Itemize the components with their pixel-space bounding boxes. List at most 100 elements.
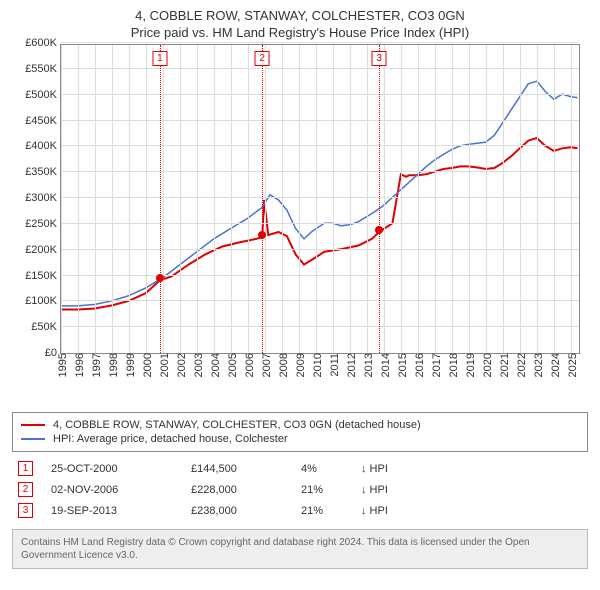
event-row: 1 25-OCT-2000£144,5004%↓ HPI xyxy=(12,458,588,479)
y-axis-label: £350K xyxy=(25,166,61,178)
event-row-badge: 3 xyxy=(18,503,33,518)
x-axis-label: 2008 xyxy=(274,353,290,377)
event-price: £228,000 xyxy=(191,484,301,496)
x-axis-label: 2016 xyxy=(410,353,426,377)
legend-row: HPI: Average price, detached house, Colc… xyxy=(21,432,579,446)
gridline-v xyxy=(248,45,249,353)
event-marker xyxy=(156,274,164,282)
gridline-v xyxy=(61,45,62,353)
x-axis-label: 1999 xyxy=(121,353,137,377)
x-axis-label: 2025 xyxy=(563,353,579,377)
gridline-h xyxy=(61,275,579,276)
event-pct: 21% xyxy=(301,484,361,496)
gridline-h xyxy=(61,94,579,95)
event-date: 25-OCT-2000 xyxy=(51,463,191,475)
gridline-v xyxy=(129,45,130,353)
chart-titles: 4, COBBLE ROW, STANWAY, COLCHESTER, CO3 … xyxy=(10,8,590,40)
gridline-v xyxy=(503,45,504,353)
gridline-v xyxy=(180,45,181,353)
gridline-h xyxy=(61,300,579,301)
x-axis-label: 2004 xyxy=(206,353,222,377)
gridline-h xyxy=(61,171,579,172)
y-axis-label: £550K xyxy=(25,63,61,75)
legend-row: 4, COBBLE ROW, STANWAY, COLCHESTER, CO3 … xyxy=(21,418,579,432)
legend: 4, COBBLE ROW, STANWAY, COLCHESTER, CO3 … xyxy=(12,412,588,452)
x-axis-label: 1998 xyxy=(104,353,120,377)
gridline-v xyxy=(282,45,283,353)
event-badge: 1 xyxy=(152,51,167,66)
x-axis-label: 2020 xyxy=(478,353,494,377)
legend-swatch xyxy=(21,438,45,440)
gridline-v xyxy=(384,45,385,353)
gridline-h xyxy=(61,223,579,224)
x-axis-label: 2022 xyxy=(512,353,528,377)
event-price: £238,000 xyxy=(191,505,301,517)
x-axis-label: 1995 xyxy=(53,353,69,377)
x-axis-label: 2015 xyxy=(393,353,409,377)
y-axis-label: £50K xyxy=(31,321,61,333)
gridline-v xyxy=(316,45,317,353)
gridline-v xyxy=(401,45,402,353)
event-marker xyxy=(258,231,266,239)
x-axis-label: 2002 xyxy=(172,353,188,377)
x-axis-label: 2019 xyxy=(461,353,477,377)
event-date: 19-SEP-2013 xyxy=(51,505,191,517)
chart-subtitle: Price paid vs. HM Land Registry's House … xyxy=(10,25,590,40)
gridline-h xyxy=(61,197,579,198)
legend-label: 4, COBBLE ROW, STANWAY, COLCHESTER, CO3 … xyxy=(53,419,421,431)
event-row-badge: 1 xyxy=(18,461,33,476)
y-axis-label: £150K xyxy=(25,270,61,282)
event-price: £144,500 xyxy=(191,463,301,475)
license-note: Contains HM Land Registry data © Crown c… xyxy=(12,529,588,569)
chart-container: 4, COBBLE ROW, STANWAY, COLCHESTER, CO3 … xyxy=(0,0,600,579)
event-row: 202-NOV-2006£228,00021%↓ HPI xyxy=(12,479,588,500)
gridline-v xyxy=(537,45,538,353)
arrow-down-icon: ↓ HPI xyxy=(361,463,388,475)
event-row-badge: 2 xyxy=(18,482,33,497)
x-axis-label: 2011 xyxy=(325,353,341,377)
gridline-v xyxy=(299,45,300,353)
gridline-v xyxy=(418,45,419,353)
x-axis-label: 2010 xyxy=(308,353,324,377)
gridline-v xyxy=(265,45,266,353)
gridline-v xyxy=(163,45,164,353)
events-table: 125-OCT-2000£144,5004%↓ HPI202-NOV-2006£… xyxy=(12,458,588,521)
y-axis-label: £500K xyxy=(25,89,61,101)
event-pct: 4% xyxy=(301,463,361,475)
gridline-v xyxy=(486,45,487,353)
gridline-h xyxy=(61,145,579,146)
gridline-h xyxy=(61,68,579,69)
arrow-down-icon: ↓ HPI xyxy=(361,505,388,517)
x-axis-label: 2023 xyxy=(529,353,545,377)
legend-label: HPI: Average price, detached house, Colc… xyxy=(53,433,288,445)
x-axis-label: 2013 xyxy=(359,353,375,377)
y-axis-label: £400K xyxy=(25,140,61,152)
gridline-v xyxy=(231,45,232,353)
event-line xyxy=(262,45,263,353)
gridline-h xyxy=(61,249,579,250)
arrow-down-icon: ↓ HPI xyxy=(361,484,388,496)
gridline-v xyxy=(367,45,368,353)
gridline-h xyxy=(61,42,579,43)
gridline-h xyxy=(61,120,579,121)
chart-title: 4, COBBLE ROW, STANWAY, COLCHESTER, CO3 … xyxy=(10,8,590,23)
y-axis-label: £600K xyxy=(25,37,61,49)
gridline-v xyxy=(78,45,79,353)
x-axis-label: 1996 xyxy=(70,353,86,377)
x-axis-label: 2000 xyxy=(138,353,154,377)
gridline-v xyxy=(350,45,351,353)
gridline-v xyxy=(333,45,334,353)
gridline-v xyxy=(95,45,96,353)
y-axis-label: £450K xyxy=(25,115,61,127)
gridline-v xyxy=(197,45,198,353)
y-axis-label: £300K xyxy=(25,192,61,204)
x-axis-label: 2024 xyxy=(546,353,562,377)
plot-area: £0£50K£100K£150K£200K£250K£300K£350K£400… xyxy=(60,44,580,354)
gridline-v xyxy=(469,45,470,353)
gridline-h xyxy=(61,326,579,327)
y-axis-label: £100K xyxy=(25,295,61,307)
x-axis-label: 2014 xyxy=(376,353,392,377)
event-row: 319-SEP-2013£238,00021%↓ HPI xyxy=(12,500,588,521)
x-axis-label: 2005 xyxy=(223,353,239,377)
x-axis-label: 2006 xyxy=(240,353,256,377)
